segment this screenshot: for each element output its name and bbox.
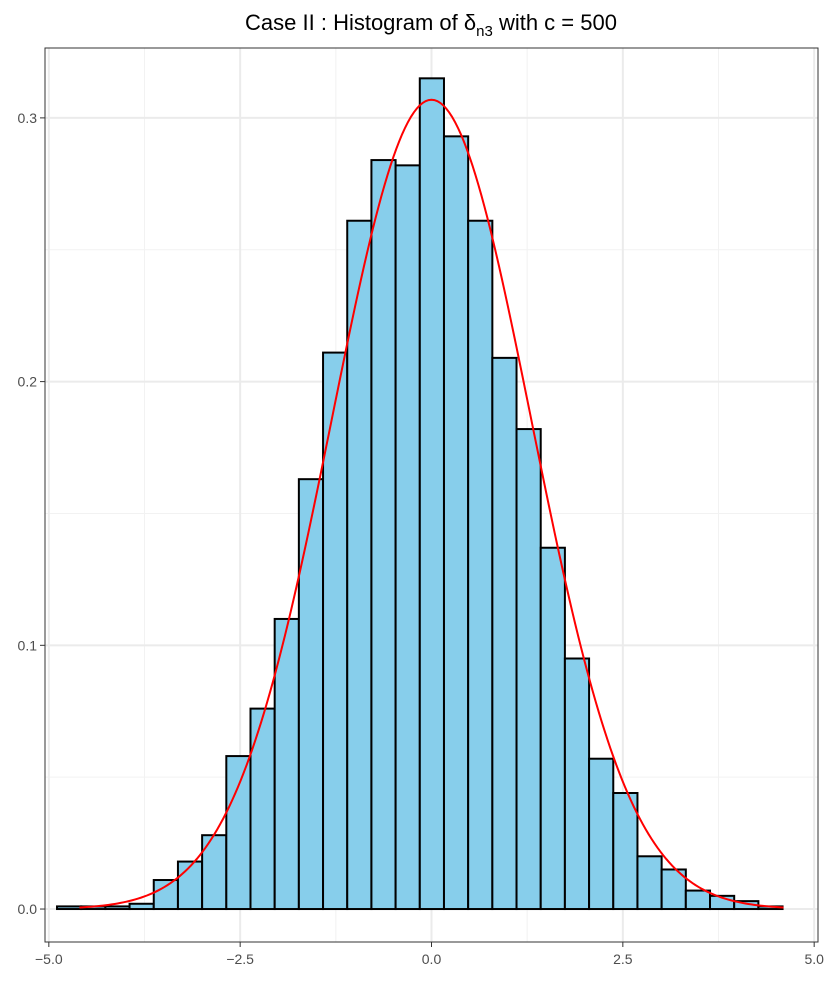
histogram-bar <box>104 905 131 911</box>
x-tick-label: 5.0 <box>804 951 824 967</box>
histogram-bar <box>394 164 421 911</box>
histogram-bar <box>56 905 83 911</box>
histogram-bar <box>249 707 276 911</box>
x-tick-label: −5.0 <box>35 951 63 967</box>
histogram-bar <box>612 792 639 911</box>
histogram-bar <box>370 159 397 911</box>
histogram-bar <box>491 356 518 911</box>
histogram-bar <box>418 77 445 911</box>
y-tick-label: 0.3 <box>18 110 38 126</box>
x-tick-label: −2.5 <box>226 951 254 967</box>
histogram-bar <box>322 351 349 911</box>
y-tick-label: 0.2 <box>18 374 38 390</box>
histogram-bar <box>539 546 566 911</box>
y-tick-label: 0.0 <box>18 901 38 917</box>
histogram-bar <box>588 757 615 911</box>
histogram-bar <box>636 855 663 911</box>
histogram-bar <box>297 478 325 911</box>
histogram-bar <box>442 135 470 911</box>
x-tick-label: 0.0 <box>422 951 442 967</box>
chart-title-prefix: Case II : Histogram of <box>245 10 464 35</box>
histogram-bar <box>273 617 300 911</box>
chart-title: Case II : Histogram of δn3 with c = 500 <box>245 10 617 40</box>
chart-title-symbol: δ <box>464 10 476 35</box>
chart-title-subscript: n3 <box>476 23 493 40</box>
histogram-bar <box>684 889 712 911</box>
histogram-bar <box>515 428 542 911</box>
histogram-bar <box>176 860 204 911</box>
histogram-bar <box>467 219 494 911</box>
chart-title-suffix: with c = 500 <box>493 10 617 35</box>
histogram-bar <box>563 657 591 911</box>
histogram-bars <box>56 77 784 911</box>
density-curve <box>79 98 784 909</box>
histogram-bar <box>152 879 179 911</box>
histogram-bar <box>128 902 155 911</box>
histogram-bar <box>225 755 252 911</box>
x-tick-label: 2.5 <box>613 951 633 967</box>
y-tick-label: 0.1 <box>18 637 38 653</box>
histogram-bar <box>346 219 373 911</box>
axis-ticks: −5.0 −2.5 0.0 2.5 5.0 0.0 0.1 0.2 0.3 <box>18 110 825 967</box>
